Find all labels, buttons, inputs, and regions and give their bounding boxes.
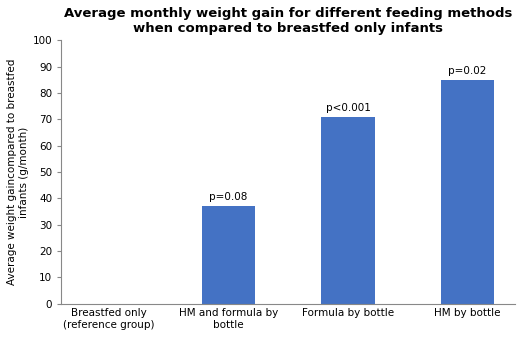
- Title: Average monthly weight gain for different feeding methods
when compared to breas: Average monthly weight gain for differen…: [64, 7, 513, 35]
- Text: p<0.001: p<0.001: [326, 103, 371, 113]
- Y-axis label: Average weight gaincompared to breastfed
infants (g/month): Average weight gaincompared to breastfed…: [7, 59, 29, 285]
- Text: p=0.08: p=0.08: [209, 192, 247, 202]
- Bar: [321, 117, 375, 304]
- Bar: [441, 80, 494, 304]
- Text: p=0.02: p=0.02: [448, 66, 487, 76]
- Bar: [201, 206, 255, 304]
